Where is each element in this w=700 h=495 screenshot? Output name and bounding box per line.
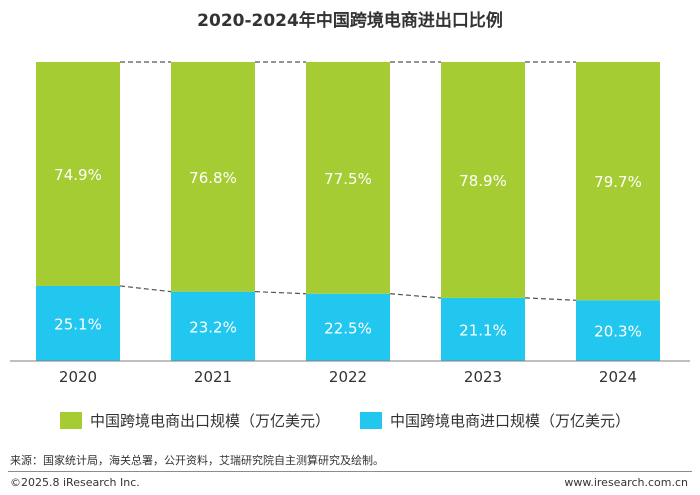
legend-label-export: 中国跨境电商出口规模（万亿美元） bbox=[90, 412, 331, 430]
connector-split-2 bbox=[389, 293, 442, 299]
copyright: ©2025.8 iResearch Inc. bbox=[10, 476, 140, 489]
legend-swatch-export bbox=[60, 412, 82, 429]
x-tick-label-2020: 2020 bbox=[59, 368, 97, 386]
data-label-import-2020: 25.1% bbox=[54, 315, 102, 333]
website-link[interactable]: www.iresearch.com.cn bbox=[564, 476, 688, 489]
data-label-export-2021: 76.8% bbox=[189, 169, 237, 187]
source-note: 来源：国家统计局，海关总署，公开资料，艾瑞研究院自主测算研究及绘制。 bbox=[10, 454, 384, 467]
connector-split-0 bbox=[119, 285, 172, 293]
data-label-import-2023: 21.1% bbox=[459, 321, 507, 339]
bar-import-2023 bbox=[441, 297, 525, 361]
chart-title: 2020-2024年中国跨境电商进出口比例 bbox=[197, 11, 503, 31]
legend-swatch-import bbox=[360, 412, 382, 429]
x-tick-label-2024: 2024 bbox=[599, 368, 637, 386]
x-tick-label-2021: 2021 bbox=[194, 368, 232, 386]
connector-split-1 bbox=[254, 291, 307, 295]
data-label-import-2021: 23.2% bbox=[189, 318, 237, 336]
stacked-bar-chart: 74.9% 25.1% 2020 76.8% 23.2% 2021 77.5% 22.5% 20… bbox=[10, 61, 690, 386]
bar-export-2022 bbox=[306, 62, 390, 294]
x-tick-label-2023: 2023 bbox=[464, 368, 502, 386]
bar-export-2021 bbox=[171, 62, 255, 292]
data-label-import-2024: 20.3% bbox=[594, 323, 642, 341]
bar-import-2022 bbox=[306, 293, 390, 361]
data-label-export-2023: 78.9% bbox=[459, 172, 507, 190]
bar-import-2020 bbox=[36, 285, 120, 361]
legend: 中国跨境电商出口规模（万亿美元） 中国跨境电商进口规模（万亿美元） bbox=[0, 410, 700, 434]
data-label-import-2022: 22.5% bbox=[324, 319, 372, 337]
data-label-export-2024: 79.7% bbox=[594, 173, 642, 191]
bar-import-2024 bbox=[576, 300, 660, 361]
data-label-export-2020: 74.9% bbox=[54, 166, 102, 184]
legend-item-export: 中国跨境电商出口规模（万亿美元） bbox=[60, 410, 330, 431]
bar-export-2023 bbox=[441, 62, 525, 298]
footer-divider bbox=[8, 471, 692, 472]
connector-split-3 bbox=[524, 297, 577, 301]
bar-export-2024 bbox=[576, 62, 660, 301]
legend-label-import: 中国跨境电商进口规模（万亿美元） bbox=[390, 412, 631, 430]
x-tick-label-2022: 2022 bbox=[329, 368, 367, 386]
legend-item-import: 中国跨境电商进口规模（万亿美元） bbox=[360, 410, 630, 431]
bar-import-2021 bbox=[171, 291, 255, 361]
data-label-export-2022: 77.5% bbox=[324, 170, 372, 188]
bar-export-2020 bbox=[36, 62, 120, 286]
